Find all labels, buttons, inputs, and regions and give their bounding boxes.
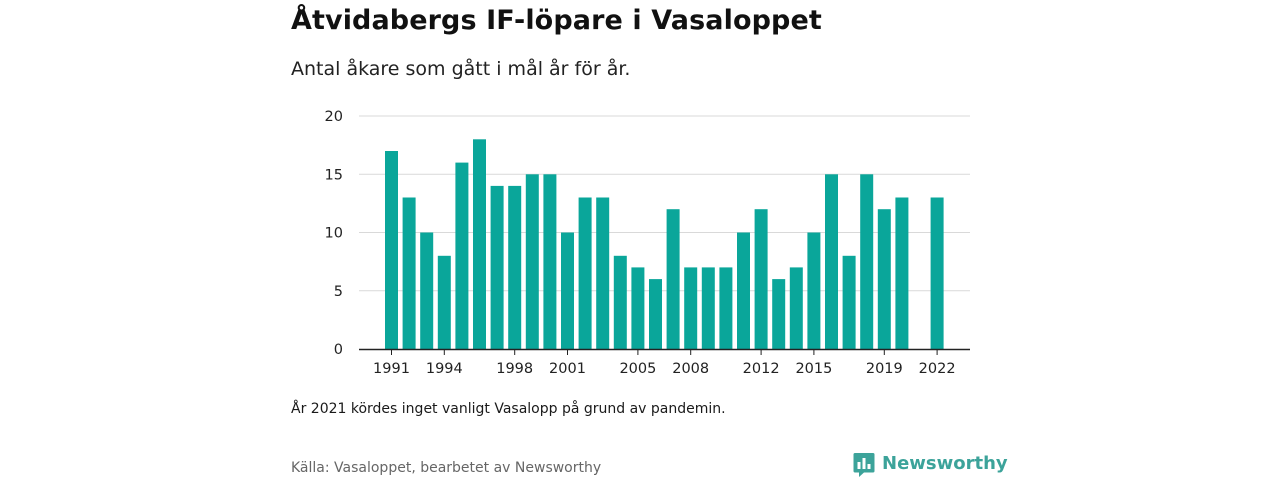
x-tick-label: 2008 [672, 361, 709, 377]
x-tick-label: 2012 [743, 361, 780, 377]
bars [385, 139, 944, 350]
bar-2007 [666, 209, 680, 349]
bar-2022 [930, 197, 944, 349]
bar-chart: 0 5 10 15 20 1991 1994 1998 2001 2005 2008 2012 201… [325, 109, 970, 377]
bar-1998 [508, 185, 522, 349]
x-tick-label: 2019 [866, 361, 903, 377]
x-tick-label: 1994 [426, 361, 463, 377]
bar-2011 [737, 232, 750, 349]
bar-2009 [701, 267, 715, 349]
y-tick-label: 10 [325, 226, 343, 242]
y-tick-label: 20 [325, 109, 343, 125]
bar-2010 [719, 267, 733, 349]
brand-logo: Newsworthy [853, 452, 1008, 480]
chart-note: År 2021 kördes inget vanligt Vasalopp på… [291, 401, 726, 417]
y-tick-label: 0 [334, 342, 343, 358]
x-tick-label: 1998 [496, 361, 533, 377]
bar-2015 [807, 232, 821, 349]
bar-1991 [385, 151, 398, 349]
bar-1992 [402, 197, 416, 349]
bar-1995 [455, 162, 469, 349]
x-tick-label: 2015 [795, 361, 832, 377]
x-tick-label: 1991 [373, 361, 410, 377]
bar-1997 [490, 185, 504, 349]
x-tick-label: 2001 [549, 361, 586, 377]
bar-2001 [561, 232, 574, 349]
bar-2016 [825, 174, 838, 350]
bar-2018 [860, 174, 874, 350]
chart-title: Åtvidabergs IF-löpare i Vasaloppet [291, 5, 822, 36]
bar-2000 [543, 174, 557, 350]
bar-1996 [473, 139, 486, 349]
bar-2013 [772, 279, 786, 349]
chart-subtitle: Antal åkare som gått i mål år för år. [291, 58, 631, 80]
bar-2020 [895, 197, 909, 349]
bar-2004 [613, 255, 627, 349]
x-axis-ticks: 1991 1994 1998 2001 2005 2008 2012 2015 2019 2022 [373, 349, 956, 377]
bar-2014 [789, 267, 803, 349]
bar-2012 [754, 209, 768, 349]
source-text: Källa: Vasaloppet, bearbetet av Newswort… [291, 460, 602, 476]
x-tick-label: 2005 [619, 361, 656, 377]
bar-2002 [578, 197, 592, 349]
bar-1993 [420, 232, 434, 349]
x-tick-label: 2022 [919, 361, 956, 377]
bar-2006 [649, 279, 662, 349]
bar-2008 [684, 267, 698, 349]
y-tick-label: 15 [325, 167, 343, 183]
y-axis-ticks: 0 5 10 15 20 [325, 109, 343, 358]
bar-1994 [437, 255, 451, 349]
bar-2005 [631, 267, 645, 349]
brand-name: Newsworthy [882, 453, 1008, 474]
bar-2019 [877, 209, 891, 349]
y-tick-label: 5 [334, 284, 343, 300]
bar-chart-speech-bubble-icon [853, 453, 875, 477]
bar-1999 [525, 174, 539, 350]
bar-2017 [842, 255, 856, 349]
bar-2003 [596, 197, 610, 349]
